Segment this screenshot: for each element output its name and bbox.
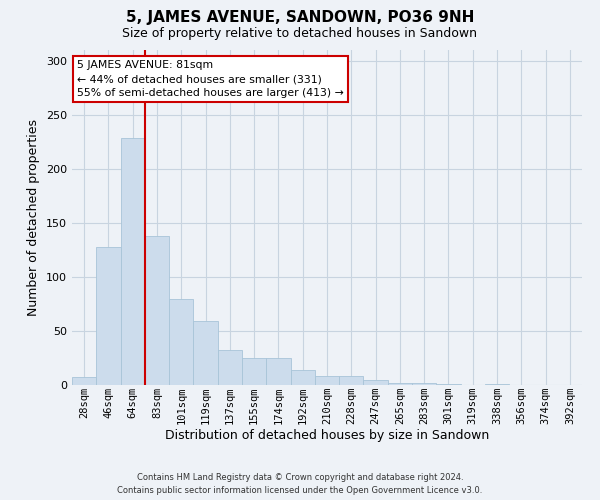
Bar xyxy=(242,358,266,385)
Text: Contains HM Land Registry data © Crown copyright and database right 2024.
Contai: Contains HM Land Registry data © Crown c… xyxy=(118,474,482,495)
Text: Size of property relative to detached houses in Sandown: Size of property relative to detached ho… xyxy=(122,28,478,40)
Bar xyxy=(485,384,509,385)
Bar xyxy=(218,350,242,385)
Bar xyxy=(266,358,290,385)
Bar xyxy=(169,298,193,385)
Bar xyxy=(436,384,461,385)
Bar xyxy=(193,321,218,385)
Bar xyxy=(339,376,364,385)
Bar xyxy=(315,376,339,385)
Bar xyxy=(72,378,96,385)
Bar xyxy=(96,246,121,385)
Bar xyxy=(364,380,388,385)
Bar xyxy=(412,383,436,385)
Bar xyxy=(388,383,412,385)
Text: 5, JAMES AVENUE, SANDOWN, PO36 9NH: 5, JAMES AVENUE, SANDOWN, PO36 9NH xyxy=(126,10,474,25)
X-axis label: Distribution of detached houses by size in Sandown: Distribution of detached houses by size … xyxy=(165,430,489,442)
Bar xyxy=(145,236,169,385)
Y-axis label: Number of detached properties: Number of detached properties xyxy=(28,119,40,316)
Bar xyxy=(121,138,145,385)
Bar xyxy=(290,370,315,385)
Text: 5 JAMES AVENUE: 81sqm
← 44% of detached houses are smaller (331)
55% of semi-det: 5 JAMES AVENUE: 81sqm ← 44% of detached … xyxy=(77,60,344,98)
